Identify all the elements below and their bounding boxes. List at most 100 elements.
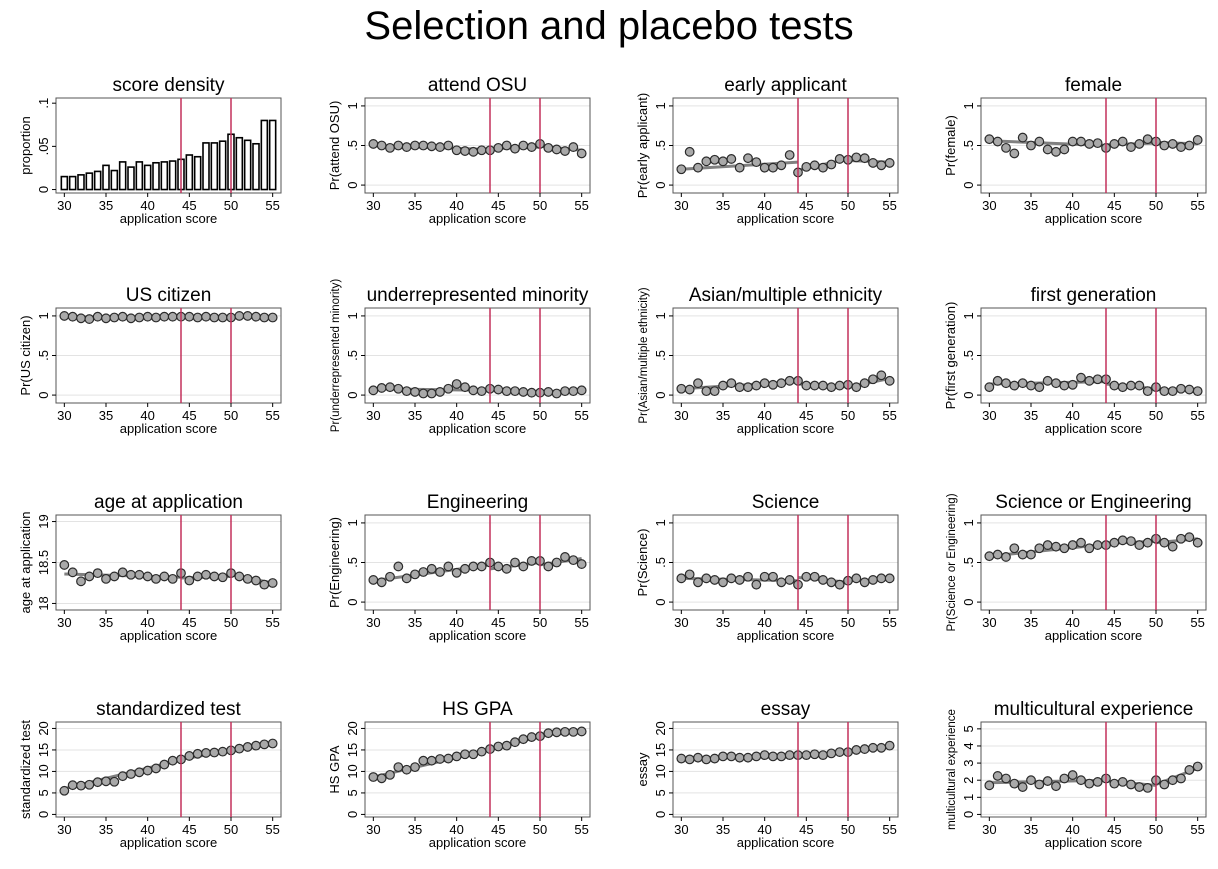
- data-point: [259, 739, 270, 750]
- data-point: [859, 577, 870, 588]
- data-point: [1009, 778, 1020, 789]
- data-point: [435, 142, 445, 152]
- data-point: [726, 573, 737, 584]
- x-tick-label: 30: [57, 198, 71, 213]
- data-point: [859, 153, 870, 164]
- data-point: [1076, 775, 1086, 786]
- panel-2: attend OSU 30 35 40 45 50 55 application score 0…: [327, 75, 591, 226]
- bar: [185, 154, 194, 191]
- data-point: [1167, 139, 1178, 149]
- bar: [93, 170, 102, 191]
- data-point: [693, 752, 703, 763]
- data-point: [984, 780, 995, 791]
- data-point: [84, 571, 95, 582]
- data-point: [876, 573, 887, 584]
- x-tick-label: 35: [99, 615, 113, 630]
- x-tick-label: 45: [491, 198, 505, 213]
- y-tick-label: 20: [653, 721, 668, 735]
- data-point: [743, 752, 753, 763]
- data-point: [809, 749, 820, 760]
- data-point: [67, 567, 78, 578]
- data-point: [718, 156, 728, 167]
- data-point: [385, 382, 395, 393]
- x-tick-label: 55: [265, 615, 279, 630]
- data-point: [984, 382, 995, 393]
- data-point: [76, 313, 86, 324]
- x-tick-label: 45: [182, 408, 196, 423]
- data-point: [543, 561, 554, 572]
- panel-12: Science or Engineering 30 35 40 45 50 55 applic…: [946, 492, 1207, 643]
- data-point: [709, 154, 720, 165]
- y-tick-label: .5: [653, 350, 668, 361]
- data-point: [1184, 384, 1195, 395]
- y-tick-label: 5: [653, 789, 668, 796]
- data-point: [1042, 540, 1053, 550]
- data-point: [868, 158, 878, 168]
- data-point: [1184, 140, 1195, 151]
- data-point: [701, 754, 712, 765]
- x-tick-label: 50: [1149, 198, 1163, 213]
- data-point: [1009, 543, 1020, 554]
- data-point: [67, 780, 78, 791]
- data-point: [451, 379, 462, 389]
- y-tick-label: 0: [345, 598, 360, 605]
- data-point: [493, 561, 504, 572]
- x-tick-label: 35: [716, 615, 730, 630]
- x-tick-label: 30: [366, 198, 380, 213]
- data-point: [476, 561, 487, 572]
- data-point: [1017, 132, 1028, 143]
- x-tick-label: 30: [57, 615, 71, 630]
- data-point: [701, 156, 712, 167]
- x-axis-label: application score: [120, 211, 218, 226]
- data-point: [501, 740, 512, 751]
- data-point: [518, 561, 529, 572]
- data-point: [1059, 543, 1070, 554]
- data-point: [709, 386, 720, 397]
- y-tick-label: 2: [961, 777, 976, 784]
- data-point: [1034, 543, 1045, 554]
- x-tick-label: 45: [182, 822, 196, 837]
- x-tick-label: 55: [574, 615, 588, 630]
- x-tick-label: 50: [533, 198, 547, 213]
- data-point: [184, 751, 195, 761]
- data-point: [134, 767, 145, 778]
- data-point: [368, 385, 379, 396]
- x-axis-label: application score: [120, 421, 218, 436]
- data-point: [726, 378, 737, 389]
- data-point: [1109, 778, 1120, 789]
- y-tick-label: 18.5: [36, 550, 51, 575]
- x-tick-label: 45: [799, 615, 813, 630]
- data-point: [1176, 383, 1186, 394]
- x-axis-label: application score: [429, 211, 527, 226]
- y-tick-label: .1: [36, 98, 51, 109]
- data-point: [1184, 532, 1195, 543]
- data-point: [401, 142, 412, 152]
- bar: [210, 142, 219, 191]
- data-point: [1192, 537, 1203, 548]
- y-axis-label: Pr(Engineering): [327, 517, 342, 608]
- data-point: [834, 579, 845, 590]
- data-point: [126, 769, 136, 779]
- x-tick-label: 45: [182, 615, 196, 630]
- data-point: [251, 311, 261, 322]
- data-point: [451, 145, 462, 156]
- data-point: [84, 314, 95, 324]
- y-tick-label: 0: [36, 811, 51, 818]
- y-tick-label: .5: [345, 350, 360, 361]
- x-tick-label: 40: [449, 408, 463, 423]
- data-point: [101, 313, 111, 324]
- data-point: [576, 726, 587, 737]
- y-tick-label: 15: [345, 743, 360, 757]
- y-axis-label: Pr(Science): [635, 529, 650, 597]
- data-point: [676, 573, 687, 584]
- y-axis-label: Pr(first generation): [943, 302, 958, 410]
- data-point: [385, 142, 395, 153]
- data-point: [676, 753, 687, 764]
- data-point: [518, 140, 529, 151]
- data-point: [1167, 386, 1178, 397]
- data-point: [142, 311, 153, 322]
- x-tick-label: 35: [99, 822, 113, 837]
- data-point: [526, 142, 537, 152]
- y-tick-label: 1: [345, 102, 360, 109]
- y-tick-label: 1: [345, 312, 360, 319]
